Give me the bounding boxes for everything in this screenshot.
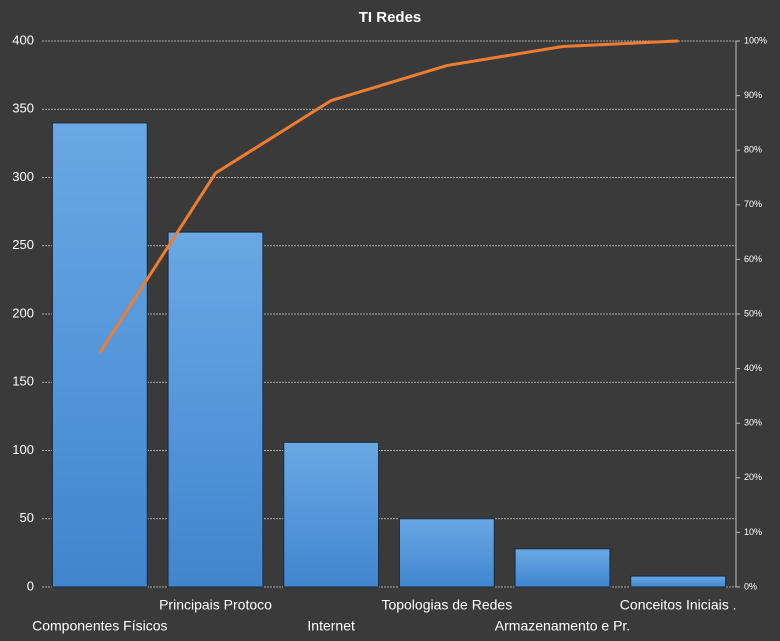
bar [51, 122, 148, 588]
x-tick-label: Conceitos Iniciais . [620, 597, 737, 613]
y-tick-label: 350 [12, 101, 34, 116]
y2-tick-label: 20% [744, 472, 762, 482]
x-tick-label: Principais Protoco [159, 597, 272, 613]
x-tick-label: Topologias de Redes [381, 597, 512, 613]
x-tick-label: Armazenamento e Pr. [495, 618, 630, 634]
bar [167, 231, 264, 588]
y-tick-label: 300 [12, 169, 34, 184]
y-tick-label: 150 [12, 374, 34, 389]
cumulative-line [98, 39, 679, 354]
y-tick-label: 100 [12, 442, 34, 457]
y-tick-label: 0 [27, 578, 34, 593]
y2-tick-label: 60% [744, 254, 762, 264]
bar [398, 518, 495, 588]
bar [514, 548, 611, 588]
y2-tick-label: 90% [744, 90, 762, 100]
y-tick-label: 400 [12, 32, 34, 47]
y2-tick-label: 50% [744, 308, 762, 318]
y2-tick-label: 30% [744, 418, 762, 428]
y2-tick-label: 10% [744, 527, 762, 537]
y2-tick-label: 80% [744, 145, 762, 155]
y2-tick-label: 0% [744, 581, 757, 591]
x-tick-label: Internet [307, 618, 355, 634]
y-tick-label: 250 [12, 237, 34, 252]
x-tick-label: Componentes Físicos [32, 618, 167, 634]
y-tick-label: 50 [20, 510, 34, 525]
y2-tick-label: 40% [744, 363, 762, 373]
bar [283, 441, 380, 588]
chart-title: TI Redes [359, 9, 422, 26]
y2-tick-label: 70% [744, 199, 762, 209]
y-tick-label: 200 [12, 305, 34, 320]
y2-tick-label: 100% [744, 35, 767, 45]
bar [630, 575, 727, 588]
